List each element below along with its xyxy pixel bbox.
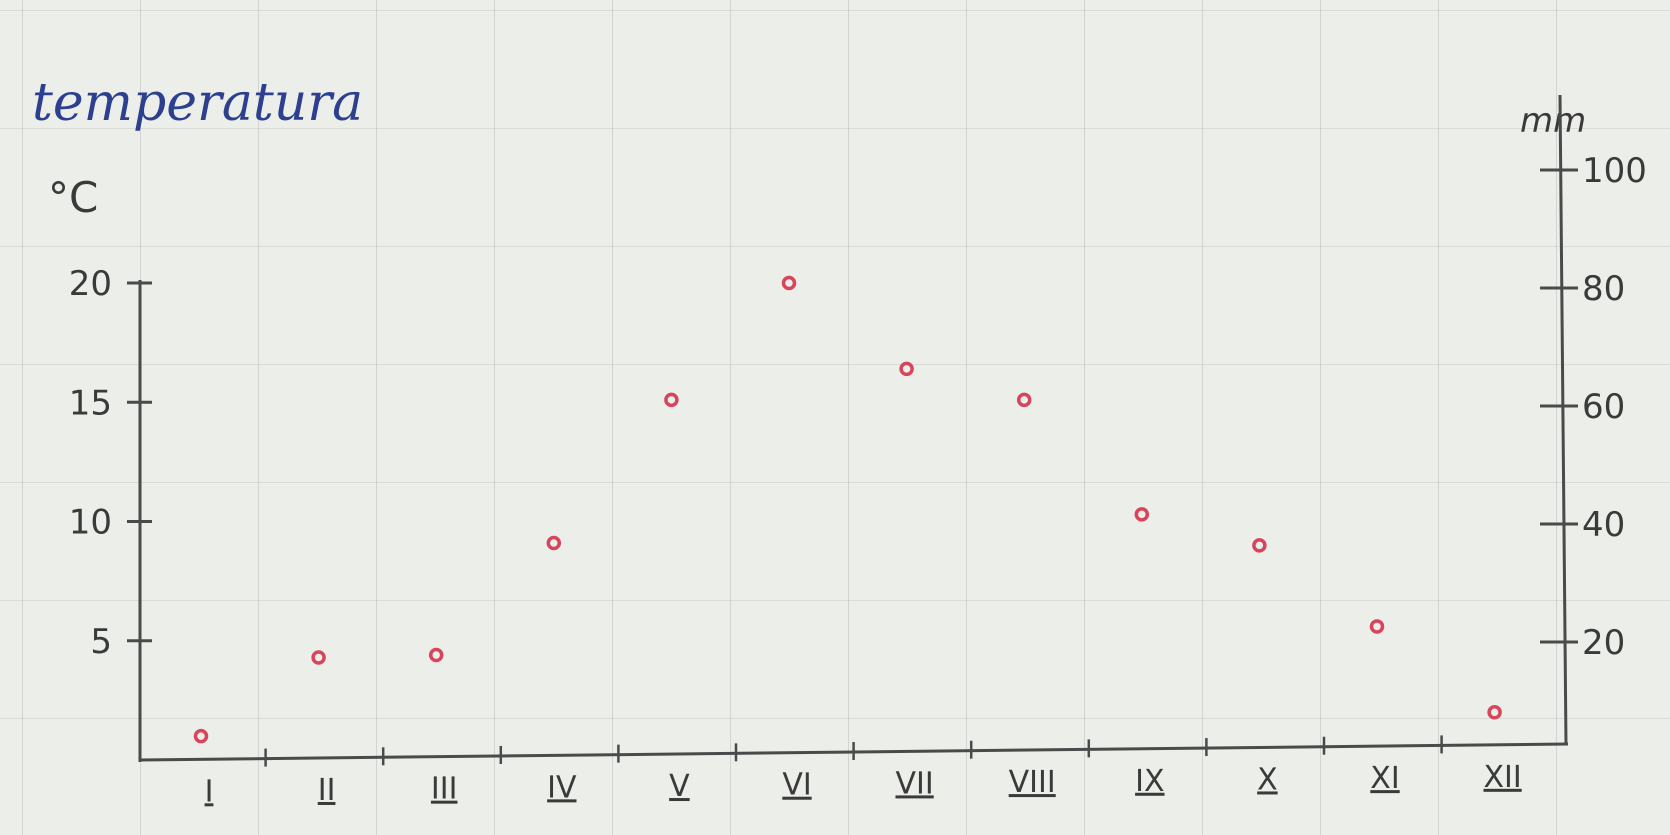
data-point: [1487, 705, 1502, 720]
data-point: [1016, 392, 1032, 408]
x-tick-label: VI: [782, 768, 811, 803]
y-tick-label-left: 15: [69, 383, 112, 423]
data-point: [193, 728, 209, 744]
data-point: [428, 647, 444, 663]
data-point: [781, 275, 797, 291]
x-tick-label: I: [205, 774, 214, 809]
data-point: [546, 535, 562, 551]
x-tick-label: X: [1257, 762, 1278, 797]
y-tick-label-left: 10: [69, 503, 112, 543]
y-tick-label-right: 60: [1582, 387, 1625, 427]
x-tick-label: VII: [895, 766, 933, 801]
data-point: [1134, 507, 1150, 522]
x-tick-label: III: [431, 772, 458, 807]
x-tick-label: IV: [547, 770, 577, 805]
x-tick-label: XII: [1483, 760, 1521, 795]
y-axis-label-right: mm: [1520, 101, 1586, 141]
x-tick-label: V: [669, 769, 690, 804]
y-tick-label-left: 5: [90, 622, 112, 662]
x-tick-label: II: [318, 773, 336, 808]
data-point: [311, 650, 326, 665]
y-tick-label-left: 20: [69, 264, 112, 304]
y-tick-label-right: 80: [1582, 269, 1625, 309]
chart-title: temperatura: [32, 73, 363, 133]
data-point: [899, 361, 914, 377]
x-tick-label: XI: [1370, 761, 1399, 796]
y-tick-label-right: 20: [1582, 623, 1625, 663]
x-tick-label: IX: [1135, 764, 1164, 799]
y-axis-label-left: °C: [48, 173, 98, 222]
y-tick-label-right: 100: [1582, 151, 1647, 191]
x-tick-label: VIII: [1009, 765, 1056, 800]
data-point: [664, 392, 679, 408]
data-point: [1369, 619, 1385, 634]
y-tick-label-right: 40: [1582, 505, 1625, 545]
data-point: [1252, 538, 1267, 553]
y-axis-right: [1558, 94, 1568, 746]
